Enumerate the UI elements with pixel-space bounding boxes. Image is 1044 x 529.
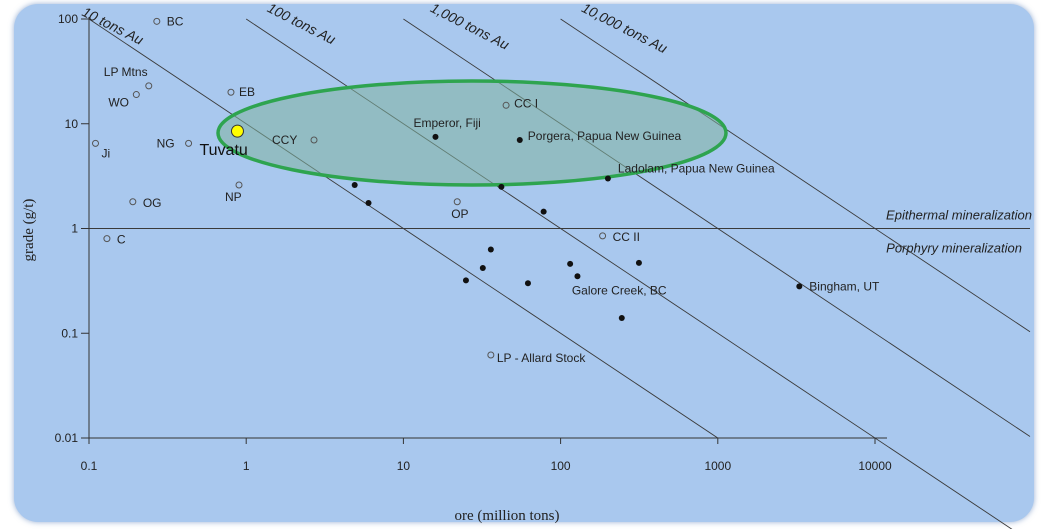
y-tick-label: 10 [65, 117, 79, 131]
zone-label-epithermal: Epithermal mineralization [886, 208, 1032, 223]
point-label: Emperor, Fiji [413, 116, 480, 130]
x-axis-title: ore (million tons) [455, 508, 560, 524]
data-point-filled [516, 136, 523, 143]
point-label: CCY [272, 133, 297, 147]
data-point-open [599, 232, 607, 240]
point-label: OP [451, 207, 468, 221]
x-tick-label: 0.1 [81, 459, 98, 473]
point-label: NP [225, 190, 242, 204]
data-point-open [129, 198, 137, 206]
y-tick-label: 100 [58, 12, 78, 26]
point-label: EB [239, 85, 255, 99]
data-point-open [103, 235, 111, 243]
data-point-filled [604, 175, 611, 182]
y-tick-label: 1 [71, 222, 78, 236]
contour-label-10: 10 tons Au [80, 3, 147, 48]
point-label: Tuvatu [199, 142, 247, 159]
data-point-filled [487, 246, 494, 253]
x-tick-label: 10 [397, 459, 411, 473]
highlight-ellipse [216, 79, 728, 187]
data-point-filled [524, 280, 531, 287]
data-point-filled [365, 200, 372, 207]
data-point-open [487, 351, 495, 359]
data-point-filled [635, 259, 642, 266]
y-tick-label: 0.01 [55, 431, 79, 445]
data-point-highlight [230, 124, 244, 138]
data-point-filled [462, 277, 469, 284]
point-label: LP Mtns [104, 65, 148, 79]
y-axis-title: grade (g/t) [21, 199, 37, 262]
data-point-filled [432, 133, 439, 140]
point-label: OG [143, 196, 162, 210]
data-point-open [310, 136, 318, 144]
data-point-filled [574, 273, 581, 280]
data-point-filled [479, 264, 486, 271]
data-point-open [227, 88, 235, 96]
data-point-filled [498, 183, 505, 190]
contour-line-10000 [560, 18, 1031, 333]
contour-label-1000: 1,000 tons Au [428, 0, 512, 53]
point-label: Ji [102, 146, 111, 160]
x-tick-label: 10000 [858, 459, 892, 473]
point-label: C [117, 233, 126, 247]
point-label: CC I [514, 96, 538, 110]
contour-label-10000: 10,000 tons Au [579, 0, 670, 56]
data-point-filled [567, 260, 574, 267]
data-point-filled [796, 283, 803, 290]
data-point-open [132, 91, 140, 99]
data-point-filled [351, 182, 358, 189]
contour-label-100: 100 tons Au [265, 0, 339, 47]
point-label: Galore Creek, BC [572, 283, 667, 297]
data-point-open [153, 17, 161, 25]
point-label: Bingham, UT [809, 279, 880, 293]
point-label: BC [167, 14, 184, 28]
x-tick-label: 1 [243, 459, 250, 473]
data-point-open [185, 139, 193, 147]
data-point-filled [618, 314, 625, 321]
x-tick-label: 1000 [704, 459, 731, 473]
data-point-open [502, 101, 510, 109]
data-point-open [235, 181, 243, 189]
zone-label-porphyry: Porphyry mineralization [886, 241, 1022, 256]
point-label: WO [108, 96, 129, 110]
point-label: NG [157, 136, 175, 150]
point-label: LP - Allard Stock [497, 351, 586, 365]
point-label: Porgera, Papua New Guinea [528, 129, 682, 143]
x-tick-label: 100 [551, 459, 571, 473]
data-point-open [92, 139, 100, 147]
data-point-filled [540, 208, 547, 215]
point-label: Ladolam, Papua New Guinea [618, 162, 775, 176]
point-label: CC II [613, 230, 640, 244]
data-point-open [453, 198, 461, 206]
data-point-open [145, 82, 153, 90]
y-tick-label: 0.1 [61, 326, 78, 340]
